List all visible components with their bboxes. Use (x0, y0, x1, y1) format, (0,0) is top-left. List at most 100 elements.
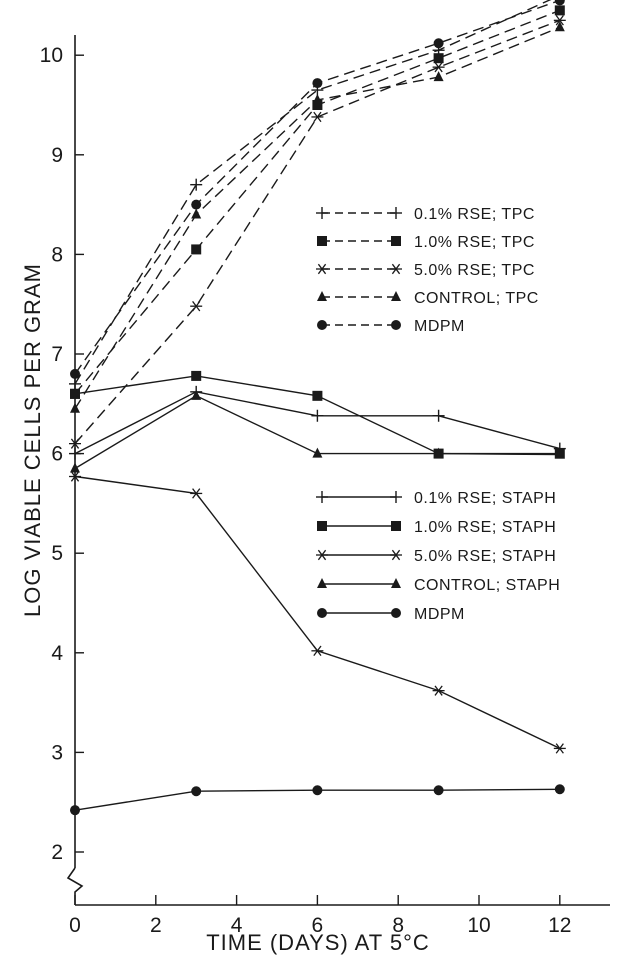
circle-point (191, 786, 202, 797)
legend-label: 5.0% RSE; STAPH (414, 548, 556, 565)
y-tick-label: 7 (51, 343, 63, 366)
legend-item: 1.0% RSE; TPC (317, 234, 534, 251)
series-1 (70, 5, 565, 399)
circle-point (191, 199, 202, 210)
triangle-marker (191, 389, 202, 400)
square-marker (312, 100, 323, 110)
circle-point (554, 784, 565, 795)
circle-marker (317, 320, 327, 330)
y-tick-label: 5 (51, 542, 63, 565)
square-marker (317, 521, 327, 531)
circle-marker (433, 785, 444, 796)
star-marker (390, 263, 402, 275)
star-marker (316, 549, 328, 561)
x-tick-label: 8 (392, 914, 404, 937)
square-marker (70, 388, 80, 399)
legend-item: 0.1% RSE; STAPH (316, 490, 556, 507)
triangle-marker (312, 447, 323, 458)
square-point (391, 521, 401, 531)
legend: 0.1% RSE; TPC 1.0% RSE; TPC 5.0% RSE; TPC C… (316, 206, 560, 623)
square-point (317, 236, 327, 246)
square-point (554, 5, 565, 16)
triangle-point (312, 94, 323, 105)
circle-marker (391, 608, 401, 618)
legend-label: 1.0% RSE; STAPH (414, 519, 556, 536)
star-stroke (555, 743, 564, 754)
square-point (317, 521, 327, 531)
star-stroke (313, 111, 322, 123)
triangle-point (554, 21, 565, 32)
star-stroke (434, 61, 443, 73)
star-stroke (192, 488, 201, 499)
triangle-point (433, 447, 444, 458)
square-point (312, 390, 323, 401)
x-tick-label: 2 (150, 914, 162, 937)
square-marker (433, 53, 444, 64)
star-marker (390, 549, 402, 561)
circle-marker (554, 784, 565, 795)
circle-point (317, 320, 327, 330)
star-marker (316, 263, 328, 275)
triangle-marker (317, 578, 327, 588)
triangle-marker (433, 447, 444, 458)
plus-marker (311, 409, 324, 422)
triangle-marker (391, 291, 401, 301)
triangle-point (312, 447, 323, 458)
circle-marker (70, 805, 80, 816)
star-stroke (391, 263, 401, 275)
legend-label: MDPM (414, 606, 465, 623)
plus-marker (390, 491, 402, 503)
triangle-point (433, 71, 444, 82)
legend-item: 5.0% RSE; TPC (316, 262, 535, 279)
x-tick-label: 12 (548, 914, 571, 937)
axes: 0 2 4 6 8 10 12 2 3 4 5 6 7 8 9 10 (40, 35, 610, 937)
series-3 (70, 21, 565, 413)
star-marker (69, 438, 81, 449)
series-line (74, 9, 561, 395)
y-tick-label: 6 (51, 443, 63, 466)
legend-staph: 0.1% RSE; STAPH 1.0% RSE; STAPH 5.0% RSE; … (316, 490, 560, 623)
legend-item: CONTROL; STAPH (317, 577, 560, 594)
circle-point (312, 785, 323, 796)
star-stroke (317, 263, 327, 275)
star-marker (432, 61, 445, 73)
triangle-marker (70, 402, 80, 413)
plus-marker (432, 409, 445, 422)
x-axis-title: TIME (DAYS) AT 5°C (206, 930, 430, 955)
plus-marker (190, 178, 203, 191)
triangle-point (191, 389, 202, 400)
star-marker (432, 685, 445, 696)
star-stroke (192, 301, 201, 312)
legend-label: CONTROL; STAPH (414, 577, 560, 594)
star-marker (190, 488, 203, 499)
star-marker (190, 301, 203, 312)
legend-tpc: 0.1% RSE; TPC 1.0% RSE; TPC 5.0% RSE; TPC C… (316, 206, 538, 335)
legend-label: 0.1% RSE; TPC (414, 206, 535, 223)
circle-point (317, 608, 327, 618)
square-point (191, 370, 202, 381)
circle-point (391, 608, 401, 618)
y-tick-label: 9 (51, 144, 63, 167)
x-tick-label: 6 (312, 914, 324, 937)
circle-point (433, 785, 444, 796)
plus-marker (390, 207, 402, 219)
triangle-marker (554, 21, 565, 32)
triangle-marker (312, 94, 323, 105)
triangle-point (391, 578, 401, 588)
triangle-marker (317, 291, 327, 301)
star-marker (553, 15, 566, 26)
triangle-marker (554, 448, 565, 459)
square-marker (317, 236, 327, 246)
square-marker (312, 390, 323, 401)
legend-item: 0.1% RSE; TPC (316, 206, 535, 223)
star-stroke (70, 471, 80, 482)
series-layer (69, 0, 566, 816)
star-stroke (434, 685, 443, 696)
circle-marker (312, 78, 323, 89)
legend-label: 0.1% RSE; STAPH (414, 490, 556, 507)
legend-label: 5.0% RSE; TPC (414, 262, 535, 279)
triangle-point (70, 402, 80, 413)
circle-point (391, 320, 401, 330)
